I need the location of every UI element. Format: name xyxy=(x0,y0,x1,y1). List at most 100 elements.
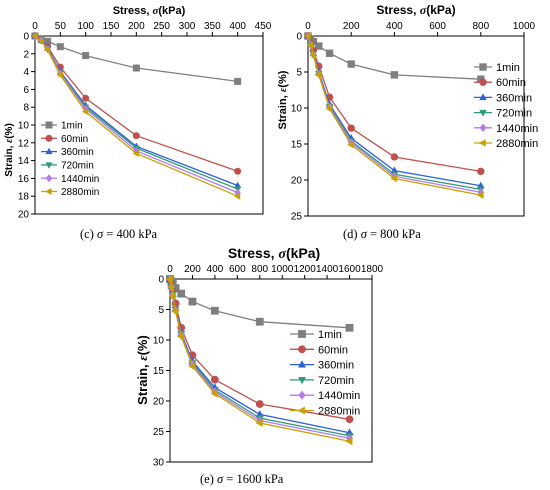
chart-2-series-2880min-point-8 xyxy=(345,437,353,446)
chart-0-xtick-label-5: 250 xyxy=(153,21,170,32)
caption-e: (e) σ = 1600 kPa xyxy=(200,472,283,487)
chart-2-ytick-label-5: 25 xyxy=(153,427,165,438)
chart-1-legend-label-1min: 1min xyxy=(496,62,520,74)
chart-0-ytick-label-8: 16 xyxy=(18,174,30,185)
caption-e-label: (e) xyxy=(200,472,214,486)
chart-1-series-1min-point-3 xyxy=(315,42,323,50)
chart-1-ytick-label-4: 20 xyxy=(291,176,303,187)
chart-0-series-60min-point-4 xyxy=(82,94,90,102)
chart-1-series-2880min-point-2 xyxy=(309,51,317,60)
chart-1-legend-marker-2880min xyxy=(478,139,486,147)
chart-1-ytick-label-5: 25 xyxy=(291,212,303,223)
chart-0-series-1min-point-6 xyxy=(234,77,242,85)
chart-2-xtick-label-1: 200 xyxy=(184,264,201,275)
chart-1-series-1min-point-6 xyxy=(390,71,399,79)
chart-2-series-60min-point-6 xyxy=(210,375,219,384)
chart-1-ytick-label-0: 0 xyxy=(296,32,302,43)
chart-1-series-2880min-point-5 xyxy=(347,140,354,149)
chart-1-ytick-label-2: 10 xyxy=(291,104,303,115)
chart-2-legend-label-1440min: 1440min xyxy=(318,390,360,402)
chart-0-series-2880min-point-4 xyxy=(81,108,89,116)
chart-1-xtick-label-5: 1000 xyxy=(513,21,536,32)
caption-d-value: = 800 kPa xyxy=(370,227,421,241)
chart-1-legend-marker-1440min xyxy=(479,123,487,133)
chart-1-xlabel: Stress, σ(kPa) xyxy=(376,3,455,17)
chart-1-series-720min-line xyxy=(307,35,481,191)
chart-2-ytick-label-4: 20 xyxy=(153,397,165,408)
chart-1-legend-label-1440min: 1440min xyxy=(496,123,538,135)
chart-0-series-2880min-point-0 xyxy=(31,32,38,40)
chart-1-series-360min-line xyxy=(307,35,481,187)
chart-0-series-1min-line xyxy=(34,35,238,83)
chart-0-xtick-label-4: 200 xyxy=(128,21,145,32)
chart-1-series-2880min-point-6 xyxy=(390,174,398,183)
chart-0: 0 50 100 150 200 250 300 350 400 450 0 2 4 6 8 10 12 14 16… xyxy=(4,5,272,221)
chart-0-series-60min-point-5 xyxy=(132,132,140,140)
chart-2-xlabel: Stress, σ(kPa) xyxy=(228,245,320,262)
caption-d-label: (d) xyxy=(343,227,358,241)
chart-2-xtick-label-0: 0 xyxy=(167,264,173,275)
chart-1-xtick-label-4: 800 xyxy=(472,21,489,32)
chart-2-series-2880min-point-6 xyxy=(210,389,218,398)
chart-1-ytick-label-1: 5 xyxy=(296,68,302,79)
chart-0-series-2880min-line xyxy=(34,35,238,197)
chart-0-xtick-label-9: 450 xyxy=(255,21,272,32)
chart-2-series-60min-point-7 xyxy=(255,400,264,408)
chart-0-xtick-label-8: 400 xyxy=(229,21,246,32)
chart-1-ytick-label-3: 15 xyxy=(291,140,303,151)
chart-0-legend-label-1440min: 1440min xyxy=(61,174,99,185)
chart-0-series-2880min-point-6 xyxy=(233,192,241,200)
chart-1-series-2880min-point-1 xyxy=(306,41,314,50)
chart-1-legend-marker-60min xyxy=(479,78,487,86)
chart-2-series-1min-point-4 xyxy=(177,289,186,298)
chart-1-series-60min-point-6 xyxy=(390,153,399,161)
chart-2-xtick-label-5: 1000 xyxy=(271,264,294,275)
chart-1-xtick-label-2: 400 xyxy=(386,21,403,32)
chart-0-ytick-label-5: 10 xyxy=(18,121,30,132)
chart-1-legend-label-2880min: 2880min xyxy=(496,138,538,150)
chart-2-legend-label-2880min: 2880min xyxy=(318,405,360,417)
chart-2-xtick-label-3: 600 xyxy=(229,264,246,275)
chart-2-xtick-label-4: 800 xyxy=(251,264,268,275)
chart-0-xtick-label-7: 350 xyxy=(204,21,221,32)
chart-0-legend-marker-60min xyxy=(45,134,53,142)
chart-1-legend-label-60min: 60min xyxy=(496,77,526,89)
chart-2-series-2880min-point-5 xyxy=(188,362,196,371)
chart-0-legend-label-2880min: 2880min xyxy=(61,187,99,198)
chart-0-ytick-label-10: 20 xyxy=(18,210,30,221)
chart-2-series-2880min-point-3 xyxy=(171,307,179,316)
chart-2-series-2880min-point-2 xyxy=(168,292,176,301)
chart-1-series-60min-line xyxy=(307,35,481,173)
chart-0-xtick-label-2: 100 xyxy=(77,21,94,32)
chart-1-series-1min-point-4 xyxy=(325,49,334,57)
chart-1-series-2880min-point-0 xyxy=(303,32,311,40)
chart-2-series-2880min-point-0 xyxy=(165,275,173,283)
chart-0-legend-label-720min: 720min xyxy=(61,161,94,172)
caption-c-label: (c) xyxy=(80,227,94,241)
chart-1-series-1min-point-5 xyxy=(347,60,355,68)
chart-0-series-2880min-point-2 xyxy=(43,46,51,54)
chart-0-ytick-label-4: 8 xyxy=(23,103,29,114)
chart-1-series-2880min-point-7 xyxy=(476,191,484,199)
chart-1: 0 200 400 600 800 1000 0 5 10 15 20 25 Stress, σ(kPa… xyxy=(277,3,538,223)
chart-0-xtick-label-0: 0 xyxy=(32,21,38,32)
chart-2-xtick-label-8: 1600 xyxy=(338,264,361,275)
chart-2-series-2880min-point-7 xyxy=(255,419,263,427)
caption-c: (c) σ = 400 kPa xyxy=(80,227,157,242)
chart-2: 0 200 400 600 800 1000 1200 1400 1600 1800 0 5 10 15 2… xyxy=(135,245,384,469)
chart-1-xtick-label-0: 0 xyxy=(305,21,311,32)
chart-2-series-1min-point-8 xyxy=(345,323,354,332)
chart-2-series-60min-point-8 xyxy=(345,415,354,424)
chart-0-legend-marker-1min xyxy=(45,121,53,129)
chart-0-xtick-label-3: 150 xyxy=(103,21,120,32)
chart-2-series-1min-point-5 xyxy=(188,297,197,306)
chart-0-ytick-label-2: 4 xyxy=(23,67,29,78)
chart-1-legend-label-720min: 720min xyxy=(496,108,532,120)
chart-0-series-360min-point-6 xyxy=(234,181,242,189)
chart-2-series-2880min-point-4 xyxy=(176,332,185,341)
chart-2-series-2880min-point-1 xyxy=(167,283,175,292)
caption-d-symbol: σ xyxy=(360,227,367,241)
chart-2-series-1min-point-6 xyxy=(210,306,219,315)
chart-0-ytick-label-9: 18 xyxy=(18,192,30,203)
